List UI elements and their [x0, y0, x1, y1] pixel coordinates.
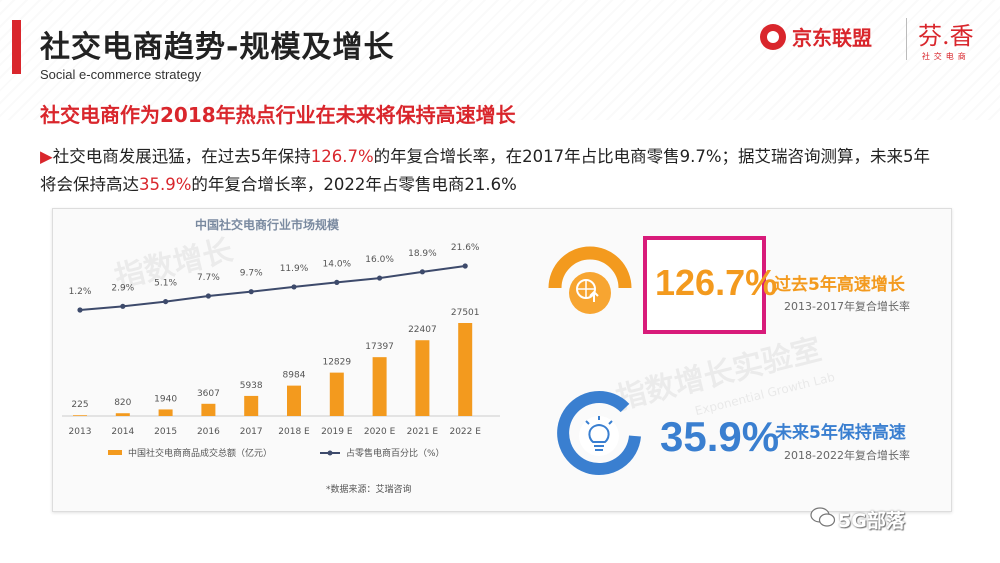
bar: [244, 395, 259, 416]
fenxiang-logo-subtext: 社交电商: [921, 52, 970, 61]
x-tick-label: 2022 E: [449, 427, 481, 437]
paragraph-part3: 的年复合增长率，2022年占零售电商21.6%: [191, 175, 517, 194]
title-accent-bar: [12, 20, 21, 74]
line-value-label: 9.7%: [240, 269, 263, 279]
header-background: [0, 0, 1000, 120]
legend-bar-label: 中国社交电商商品成交总额（亿元）: [128, 447, 272, 459]
growth-gauge-icon: [548, 246, 632, 314]
share-line: [79, 265, 466, 311]
fenxiang-logo: 芬.香 社交电商: [918, 16, 974, 62]
bar: [73, 415, 87, 416]
bulb-gauge-icon: [557, 391, 641, 476]
x-tick-label: 2014: [111, 427, 134, 437]
bar-value-label: 22407: [408, 325, 437, 335]
jd-union-logo: 京东联盟: [760, 22, 872, 51]
bar: [458, 323, 473, 416]
line-point: [377, 275, 383, 281]
wechat-icon: [810, 507, 836, 527]
bar-value-label: 225: [71, 400, 88, 410]
logo-divider: [906, 18, 907, 60]
fenxiang-logo-text: 芬.香: [918, 22, 974, 50]
x-tick-label: 2015: [154, 427, 177, 437]
line-value-label: 11.9%: [280, 264, 309, 274]
x-tick-label: 2016: [197, 427, 220, 437]
data-source-note: *数据来源：艾瑞咨询: [326, 485, 412, 495]
line-point: [120, 303, 126, 309]
line-point: [462, 263, 468, 269]
line-value-label: 2.9%: [111, 283, 134, 293]
line-point: [205, 293, 211, 299]
x-tick-label: 2013: [69, 427, 92, 437]
bar: [415, 340, 430, 416]
line-value-label: 7.7%: [197, 273, 220, 283]
line-value-label: 21.6%: [451, 243, 480, 253]
jd-logo-icon: [760, 23, 786, 50]
bar-value-label: 820: [114, 398, 131, 408]
line-value-label: 18.9%: [408, 249, 437, 259]
x-tick-label: 2017: [240, 427, 263, 437]
x-tick-label: 2018 E: [278, 427, 310, 437]
line-value-label: 5.1%: [154, 279, 177, 289]
bar: [158, 409, 173, 416]
bar-value-label: 3607: [197, 389, 220, 399]
paragraph-part1: 社交电商发展迅猛，在过去5年保持: [52, 147, 311, 166]
stat-35-subtitle: 2018-2022年复合增长率: [784, 449, 910, 462]
bar: [287, 385, 301, 416]
bar: [329, 372, 344, 416]
stat-126-value: 126.7%: [655, 262, 778, 303]
stat-126-subtitle: 2013-2017年复合增长率: [784, 300, 910, 313]
paragraph-highlight-1: 126.7%: [310, 147, 374, 166]
highlight-box: [643, 236, 766, 334]
stat-35-title: 未来5年保持高速: [775, 423, 906, 443]
x-tick-label: 2021 E: [407, 427, 439, 437]
headline: 社交电商作为2018年热点行业在未来将保持高速增长: [40, 103, 516, 127]
legend-line-marker: [327, 450, 333, 456]
line-point: [163, 298, 169, 305]
stat-126-title: 过去5年高速增长: [774, 275, 905, 295]
x-tick-label: 2020 E: [364, 427, 396, 437]
bar-value-label: 12829: [322, 358, 351, 368]
line-point: [77, 307, 83, 313]
brand-5g-buluo: 5G部落: [838, 510, 905, 532]
page-subtitle: Social e-commerce strategy: [40, 67, 202, 82]
line-value-label: 16.0%: [365, 255, 394, 265]
bar: [372, 357, 387, 416]
legend-line-label: 占零售电商百分比（%）: [346, 447, 445, 459]
line-point: [419, 269, 425, 275]
line-point: [291, 284, 297, 290]
stat-35-value: 35.9%: [660, 413, 780, 460]
chart-title: 中国社交电商行业市场规模: [195, 217, 340, 232]
page-title: 社交电商趋势-规模及增长: [40, 30, 395, 65]
x-tick-label: 2019 E: [321, 427, 353, 437]
bar: [201, 403, 216, 416]
legend-bar-swatch: [108, 450, 122, 455]
bar-value-label: 5938: [240, 381, 263, 391]
bar-value-label: 1940: [154, 394, 177, 404]
bar-value-label: 27501: [451, 308, 480, 318]
summary-paragraph: ▶社交电商发展迅猛，在过去5年保持126.7%的年复合增长率，在2017年占比电…: [40, 143, 940, 199]
line-point: [334, 279, 340, 285]
line-value-label: 14.0%: [323, 259, 352, 269]
bar-value-label: 17397: [365, 342, 394, 352]
bullet-arrow-icon: ▶: [40, 147, 53, 166]
paragraph-highlight-2: 35.9%: [139, 175, 192, 194]
bar-value-label: 8984: [283, 371, 306, 381]
line-value-label: 1.2%: [69, 287, 92, 297]
bar: [115, 413, 130, 416]
infographic-panel: 指数增长 指数增长实验室 Exponential Growth Lab: [52, 208, 952, 512]
line-point: [248, 289, 254, 295]
paragraph-part2: 的年复合增长率，在2017年占比电商零售9.7%；据艾瑞咨询测算，未来5年将会保…: [40, 147, 931, 194]
jd-logo-text: 京东联盟: [792, 26, 872, 50]
